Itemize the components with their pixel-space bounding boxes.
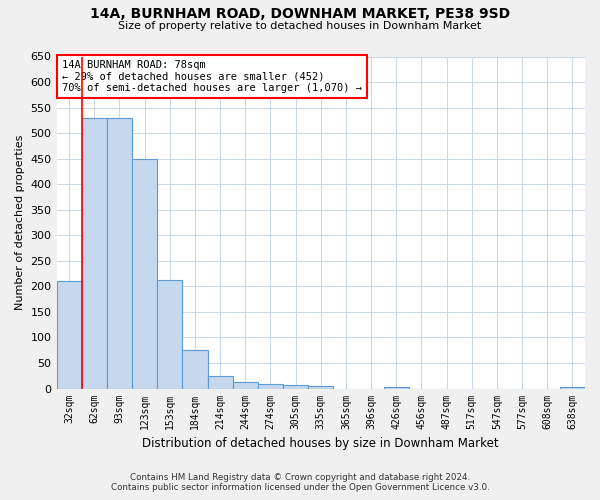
Text: Size of property relative to detached houses in Downham Market: Size of property relative to detached ho… bbox=[118, 21, 482, 31]
Bar bbox=[560, 386, 585, 388]
Bar bbox=[258, 384, 283, 388]
Text: 14A BURNHAM ROAD: 78sqm
← 29% of detached houses are smaller (452)
70% of semi-d: 14A BURNHAM ROAD: 78sqm ← 29% of detache… bbox=[62, 60, 362, 93]
Y-axis label: Number of detached properties: Number of detached properties bbox=[15, 135, 25, 310]
Text: Contains HM Land Registry data © Crown copyright and database right 2024.
Contai: Contains HM Land Registry data © Crown c… bbox=[110, 473, 490, 492]
Text: 14A, BURNHAM ROAD, DOWNHAM MARKET, PE38 9SD: 14A, BURNHAM ROAD, DOWNHAM MARKET, PE38 … bbox=[90, 8, 510, 22]
Bar bbox=[157, 280, 182, 388]
Bar bbox=[132, 158, 157, 388]
Bar bbox=[182, 350, 208, 389]
Bar bbox=[233, 382, 258, 388]
Bar bbox=[283, 386, 308, 388]
X-axis label: Distribution of detached houses by size in Downham Market: Distribution of detached houses by size … bbox=[142, 437, 499, 450]
Bar bbox=[107, 118, 132, 388]
Bar bbox=[308, 386, 334, 388]
Bar bbox=[208, 376, 233, 388]
Bar bbox=[383, 386, 409, 388]
Bar bbox=[82, 118, 107, 388]
Bar bbox=[56, 282, 82, 389]
